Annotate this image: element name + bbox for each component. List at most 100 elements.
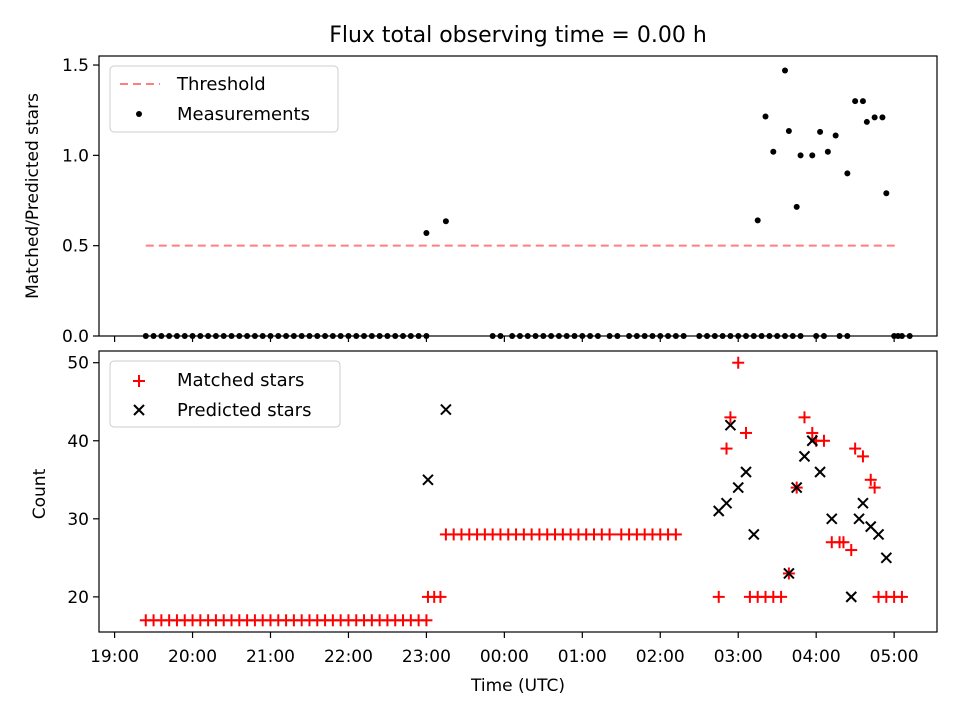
bottom-xtick-label: 22:00 bbox=[324, 647, 373, 667]
matched-star-point bbox=[603, 528, 616, 541]
bottom-ytick-label: 30 bbox=[67, 510, 89, 530]
matched-star-point bbox=[817, 434, 830, 447]
predicted-star-point bbox=[798, 450, 811, 463]
top-y-axis-label: Matched/Predicted stars bbox=[23, 93, 43, 299]
measurement-point bbox=[871, 114, 878, 121]
measurement-point bbox=[762, 113, 769, 120]
top-ytick-label: 0.5 bbox=[62, 237, 89, 257]
measurement-point bbox=[793, 203, 800, 210]
legend-threshold-label: Threshold bbox=[176, 74, 266, 95]
matched-star-point bbox=[864, 473, 877, 486]
top-axes-frame bbox=[98, 55, 938, 337]
predicted-star-point bbox=[790, 481, 803, 494]
matched-star-point bbox=[775, 590, 788, 603]
predicted-star-point bbox=[724, 419, 737, 431]
bottom-ytick-label: 20 bbox=[67, 588, 89, 608]
measurement-point bbox=[859, 98, 866, 105]
bottom-axes-frame bbox=[98, 350, 938, 633]
measurement-point bbox=[832, 132, 839, 139]
bottom-xtick-label: 01:00 bbox=[558, 647, 607, 667]
predicted-star-point bbox=[872, 528, 885, 541]
top-ytick-label: 1.5 bbox=[62, 56, 89, 76]
measurement-point bbox=[770, 148, 777, 155]
matched-star-point bbox=[837, 536, 850, 549]
measurement-point bbox=[863, 118, 870, 125]
measurement-point bbox=[844, 170, 851, 177]
top-x-axis bbox=[113, 336, 895, 342]
top-legend: Threshold Measurements bbox=[109, 65, 339, 133]
matched-star-point bbox=[868, 481, 881, 494]
matched-star-point bbox=[798, 411, 811, 424]
bottom-xtick-label: 04:00 bbox=[792, 647, 841, 667]
bottom-y-axis: 20 30 40 50 bbox=[67, 354, 99, 608]
bottom-x-axis: 19:00 20:00 21:00 22:00 23:00 00:00 01:00 02:00… bbox=[90, 632, 919, 667]
measurement-point bbox=[442, 218, 449, 225]
predicted-star-point bbox=[748, 528, 760, 541]
bottom-xtick-label: 05:00 bbox=[870, 647, 919, 667]
matched-star-point bbox=[712, 590, 725, 603]
measurement-point bbox=[797, 152, 804, 159]
measurement-point bbox=[824, 148, 831, 155]
matched-star-point bbox=[669, 528, 682, 541]
top-legend-box bbox=[109, 65, 339, 133]
measurement-point bbox=[423, 230, 430, 237]
predicted-star-point bbox=[845, 591, 857, 603]
matched-star-point bbox=[724, 411, 737, 424]
bottom-xtick-label: 03:00 bbox=[714, 647, 763, 667]
bottom-legend-box bbox=[109, 360, 341, 428]
predicted-star-point bbox=[880, 552, 893, 564]
measurement-point bbox=[754, 217, 761, 224]
matched-star-point bbox=[420, 614, 433, 627]
legend-matched-marker bbox=[133, 375, 145, 387]
bottom-xtick-label: 02:00 bbox=[636, 647, 685, 667]
predicted-star-point bbox=[826, 513, 838, 525]
measurement-point bbox=[879, 114, 886, 121]
legend-predicted-label: Predicted stars bbox=[177, 400, 311, 421]
measurement-point bbox=[809, 152, 816, 159]
measurement-point bbox=[852, 98, 859, 105]
matched-star-point bbox=[856, 450, 869, 463]
bottom-plot-area bbox=[139, 356, 908, 627]
chart-title: Flux total observing time = 0.00 h bbox=[329, 23, 707, 48]
predicted-star-point bbox=[720, 497, 733, 509]
bottom-ytick-label: 50 bbox=[67, 354, 89, 374]
predicted-star-point bbox=[853, 513, 865, 525]
measurement-point bbox=[785, 127, 792, 134]
top-plot-area bbox=[142, 67, 913, 339]
legend-measurements-marker bbox=[136, 111, 142, 117]
measurement-point bbox=[883, 190, 890, 197]
matched-star-point bbox=[740, 426, 753, 439]
bottom-xtick-label: 23:00 bbox=[402, 647, 451, 667]
predicted-star-point bbox=[806, 435, 818, 447]
bottom-legend: Matched stars Predicted stars bbox=[109, 360, 341, 428]
bottom-y-axis-label: Count bbox=[30, 468, 50, 519]
legend-matched-label: Matched stars bbox=[177, 370, 304, 391]
bottom-xtick-label: 20:00 bbox=[168, 647, 217, 667]
bottom-xtick-label: 00:00 bbox=[480, 647, 529, 667]
matched-star-point bbox=[849, 442, 862, 455]
matched-star-point bbox=[845, 544, 858, 557]
matched-star-point bbox=[434, 590, 447, 603]
top-panel: 0.0 0.5 1.0 1.5 Matched/Predicted stars Thr… bbox=[23, 55, 938, 347]
measurement-point bbox=[817, 128, 824, 135]
bottom-xtick-label: 19:00 bbox=[90, 647, 139, 667]
bottom-panel: 20 30 40 50 19:00 20:00 21:00 22:00 23:00 00:00 0… bbox=[30, 350, 938, 696]
predicted-star-point bbox=[440, 403, 452, 416]
matched-star-point bbox=[732, 356, 745, 369]
top-ytick-label: 1.0 bbox=[62, 146, 89, 166]
predicted-star-point bbox=[857, 497, 869, 509]
measurement-point bbox=[781, 67, 788, 74]
matched-star-point bbox=[895, 590, 908, 603]
top-y-axis: 0.0 0.5 1.0 1.5 bbox=[62, 56, 99, 347]
legend-measurements-label: Measurements bbox=[177, 104, 310, 125]
predicted-star-point bbox=[422, 474, 434, 486]
predicted-star-point bbox=[732, 481, 744, 494]
predicted-star-point bbox=[740, 466, 752, 478]
legend-predicted-marker bbox=[133, 404, 145, 416]
bottom-x-axis-label: Time (UTC) bbox=[470, 676, 565, 696]
predicted-star-point bbox=[783, 567, 795, 580]
top-ytick-label: 0.0 bbox=[62, 327, 89, 347]
matched-star-point bbox=[806, 426, 819, 439]
matched-star-point bbox=[720, 442, 733, 455]
